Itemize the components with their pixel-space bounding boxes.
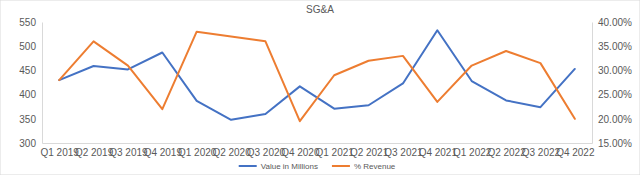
tick-label: Q1 2020 bbox=[178, 147, 217, 158]
legend: Value in Millions % Revenue bbox=[239, 162, 396, 171]
tick: Q4 2021 bbox=[419, 143, 458, 158]
tick-label: Q3 2020 bbox=[247, 147, 286, 158]
tick: 300 bbox=[19, 138, 42, 149]
tick-label: Q4 2020 bbox=[281, 147, 320, 158]
tick: Q1 2021 bbox=[316, 143, 355, 158]
tick: Q4 2022 bbox=[556, 143, 595, 158]
tick: 35.00% bbox=[592, 41, 632, 52]
tick: 550 bbox=[19, 17, 42, 28]
tick-label: Q1 2019 bbox=[41, 147, 80, 158]
legend-swatch bbox=[332, 165, 350, 167]
y-axis: 300 350 400 450 500 550 bbox=[19, 17, 42, 149]
tick-label: Q1 2022 bbox=[453, 147, 492, 158]
legend-item: Value in Millions bbox=[239, 162, 318, 171]
tick-label: 30.00% bbox=[598, 65, 632, 76]
tick-label: 350 bbox=[19, 114, 36, 125]
tick: Q4 2020 bbox=[281, 143, 320, 158]
title: SG&A bbox=[306, 4, 334, 15]
tick: Q2 2019 bbox=[75, 143, 114, 158]
tick-label: Q3 2022 bbox=[522, 147, 561, 158]
tick-label: 400 bbox=[19, 89, 36, 100]
plot-area bbox=[59, 30, 575, 121]
tick: Q2 2020 bbox=[212, 143, 251, 158]
tick-label: Q2 2019 bbox=[75, 147, 114, 158]
tick-label: Q2 2022 bbox=[487, 147, 526, 158]
tick-label: 500 bbox=[19, 41, 36, 52]
tick-label: 35.00% bbox=[598, 41, 632, 52]
tick: Q3 2019 bbox=[109, 143, 148, 158]
axis-line bbox=[592, 23, 593, 144]
tick-label: 40.00% bbox=[598, 17, 632, 28]
tick-label: Q4 2021 bbox=[419, 147, 458, 158]
tick: Q3 2021 bbox=[384, 143, 423, 158]
tick-label: 20.00% bbox=[598, 114, 632, 125]
y2-axis: 15.00% 20.00% 25.00% 30.00% 35.00% 40.00% bbox=[592, 17, 632, 149]
tick: 40.00% bbox=[592, 17, 632, 28]
tick: 30.00% bbox=[592, 65, 632, 76]
tick-label: Q3 2019 bbox=[109, 147, 148, 158]
tick-label: Q4 2019 bbox=[144, 147, 183, 158]
tick: 20.00% bbox=[592, 114, 632, 125]
axis-line bbox=[43, 143, 593, 144]
tick-label: Q3 2021 bbox=[384, 147, 423, 158]
axis-line bbox=[42, 23, 43, 144]
tick: Q4 2019 bbox=[144, 143, 183, 158]
tick-label: Q1 2021 bbox=[316, 147, 355, 158]
tick: 15.00% bbox=[592, 138, 632, 149]
tick: Q1 2019 bbox=[41, 143, 80, 158]
tick: Q3 2020 bbox=[247, 143, 286, 158]
tick: Q2 2021 bbox=[350, 143, 389, 158]
tick: 350 bbox=[19, 114, 42, 125]
tick: 400 bbox=[19, 89, 42, 100]
tick-label: Q2 2020 bbox=[212, 147, 251, 158]
tick: Q1 2022 bbox=[453, 143, 492, 158]
tick: 500 bbox=[19, 41, 42, 52]
tick: Q2 2022 bbox=[487, 143, 526, 158]
tick-label: 450 bbox=[19, 65, 36, 76]
tick-label: 25.00% bbox=[598, 89, 632, 100]
legend-item: % Revenue bbox=[332, 162, 396, 171]
legend-swatch bbox=[239, 165, 257, 167]
chart: SG&A 300 350 400 450 500 550 15.00% 20.00% 25.00%… bbox=[0, 0, 640, 175]
x-axis: Q1 2019Q2 2019Q3 2019Q4 2019Q1 2020Q2 20… bbox=[41, 143, 595, 158]
tick: Q3 2022 bbox=[522, 143, 561, 158]
tick: 450 bbox=[19, 65, 42, 76]
background bbox=[0, 0, 640, 175]
legend-label: % Revenue bbox=[354, 162, 396, 171]
tick-label: 550 bbox=[19, 17, 36, 28]
series-line bbox=[59, 32, 575, 122]
tick-label: 15.00% bbox=[598, 138, 632, 149]
legend-label: Value in Millions bbox=[261, 162, 318, 171]
tick: Q1 2020 bbox=[178, 143, 217, 158]
tick: 25.00% bbox=[592, 89, 632, 100]
tick-label: 300 bbox=[19, 138, 36, 149]
tick-label: Q2 2021 bbox=[350, 147, 389, 158]
tick-label: Q4 2022 bbox=[556, 147, 595, 158]
